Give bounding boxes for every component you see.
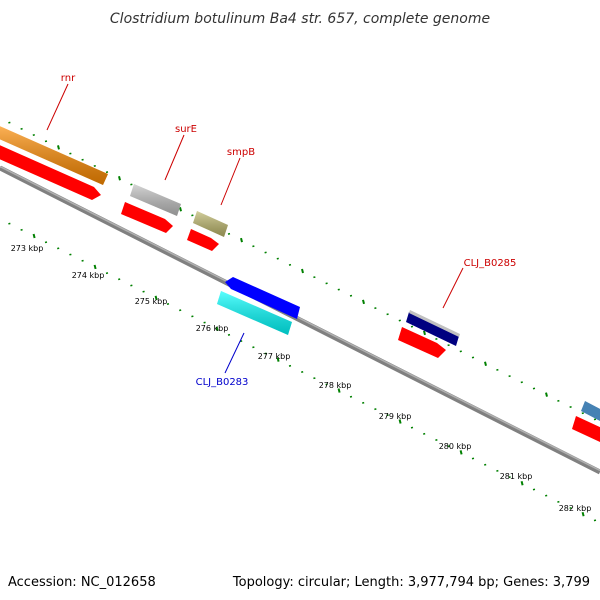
- kbp-label: 273 kbp: [11, 244, 44, 253]
- major-tick: [362, 299, 365, 305]
- kbp-label: 280 kbp: [439, 442, 472, 451]
- cds-arrow[interactable]: [398, 327, 446, 358]
- inner-tick-track: [8, 222, 597, 522]
- major-tick: [459, 450, 463, 455]
- gene-label-CLJ_B0285[interactable]: CLJ_B0285: [464, 258, 517, 269]
- kbp-label: 282 kbp: [559, 504, 592, 513]
- major-tick: [118, 176, 121, 181]
- cds-arrow[interactable]: [572, 416, 600, 442]
- kbp-label: 279 kbp: [379, 412, 412, 421]
- cds-track: [0, 143, 600, 442]
- kbp-label: 281 kbp: [500, 472, 533, 481]
- leader-line: [46, 83, 69, 131]
- leader-line: [442, 267, 464, 309]
- kbp-scale: 273 kbp 274 kbp 275 kbp 276 kbp 277 kbp …: [11, 244, 592, 513]
- cds-arrow[interactable]: [121, 202, 173, 233]
- gene-surE[interactable]: [130, 184, 181, 216]
- major-tick: [179, 206, 182, 212]
- leader-line: [220, 157, 241, 206]
- major-tick: [520, 481, 524, 486]
- major-tick: [484, 361, 487, 366]
- kbp-label: 278 kbp: [319, 381, 352, 390]
- cds-arrow[interactable]: [187, 229, 219, 251]
- leader-line: [164, 134, 185, 181]
- gene-partial-arrow[interactable]: [581, 401, 600, 421]
- major-tick: [240, 237, 243, 243]
- leader-line: [224, 332, 245, 374]
- major-tick: [301, 268, 304, 274]
- gene-partial-right[interactable]: [581, 401, 600, 421]
- gene-label-surE[interactable]: surE: [175, 124, 197, 135]
- genome-summary: Topology: circular; Length: 3,977,794 bp…: [232, 575, 590, 590]
- major-tick: [154, 295, 158, 301]
- gene-label-smpB[interactable]: smpB: [227, 147, 255, 158]
- major-tick: [423, 330, 426, 336]
- major-tick: [337, 388, 341, 393]
- kbp-label: 274 kbp: [72, 271, 105, 280]
- kbp-label: 277 kbp: [258, 352, 291, 361]
- major-tick: [93, 264, 97, 270]
- gene-smpB[interactable]: [193, 211, 228, 237]
- major-tick: [581, 511, 585, 517]
- kbp-label: 275 kbp: [135, 297, 168, 306]
- major-tick: [57, 145, 60, 150]
- gene-labels: rnr surE smpB CLJ_B0285 CLJ_B0283: [46, 73, 517, 388]
- gene-reverse-blue[interactable]: [225, 277, 300, 319]
- gene-reverse-arrow[interactable]: [225, 277, 300, 319]
- genome-backbone: [0, 165, 600, 475]
- gene-CLJ_B0285-arrow[interactable]: [406, 312, 459, 346]
- kbp-label: 276 kbp: [196, 324, 229, 333]
- gene-label-rnr[interactable]: rnr: [61, 73, 76, 84]
- major-tick: [276, 357, 280, 362]
- major-tick: [32, 233, 36, 239]
- major-tick: [545, 392, 548, 397]
- gene-CLJ_B0285[interactable]: [406, 310, 460, 346]
- major-tick: [215, 326, 219, 331]
- gene-CLJ_B0283[interactable]: [217, 291, 292, 335]
- major-tick: [398, 419, 402, 424]
- gene-label-CLJ_B0283[interactable]: CLJ_B0283: [196, 377, 249, 388]
- map-title: Clostridium botulinum Ba4 str. 657, comp…: [110, 11, 490, 27]
- accession-text: Accession: NC_012658: [8, 575, 156, 590]
- gene-rnr[interactable]: [0, 124, 108, 185]
- cds-arrow[interactable]: [0, 143, 101, 200]
